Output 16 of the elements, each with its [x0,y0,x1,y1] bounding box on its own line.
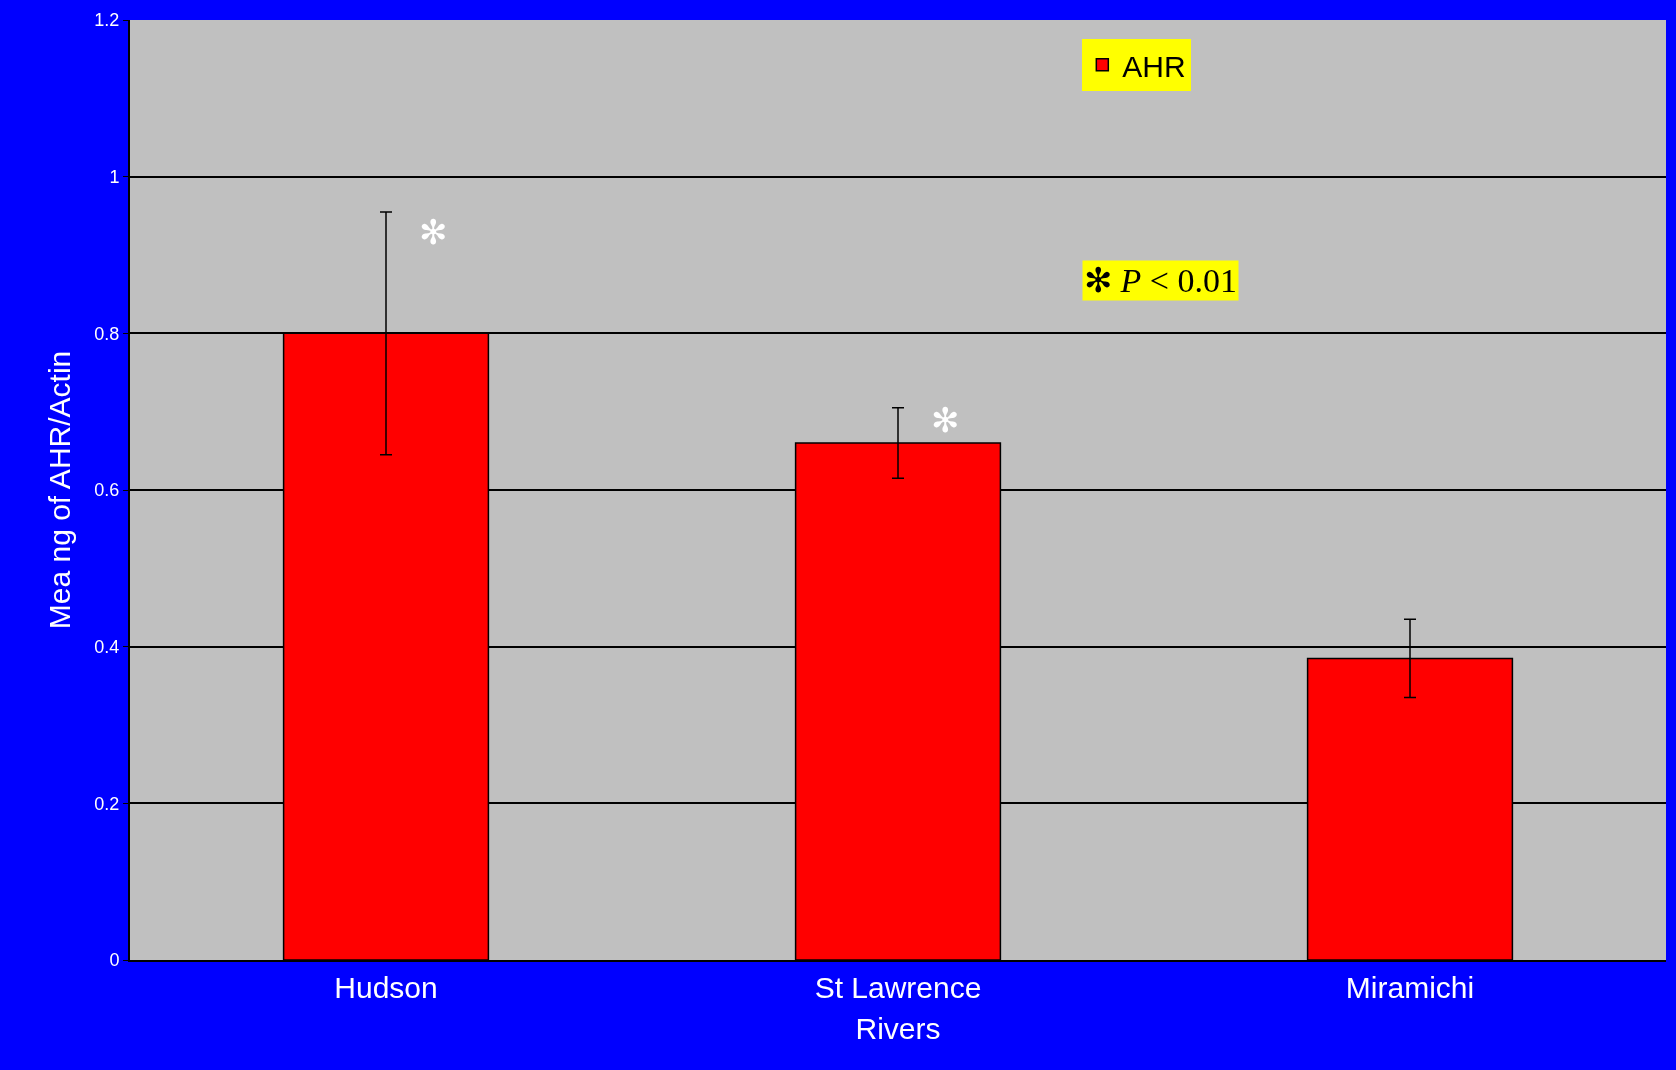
annotation: ✻ [419,213,447,251]
legend-label: AHR [1122,49,1186,83]
y-tick-label: 1 [109,166,120,187]
y-tick-label: 0.2 [94,793,120,814]
x-tick-label: St Lawrence [814,971,982,1004]
y-tick-label: 0.8 [94,323,120,344]
y-tick-label: 1.2 [94,10,120,31]
x-tick-label: Hudson [334,971,438,1004]
y-tick-label: 0.4 [94,636,120,657]
x-axis-title: Rivers [855,1012,941,1045]
y-tick-label: 0.6 [94,480,120,501]
annotation: ✻ [931,401,959,439]
y-tick-label: 0 [109,950,120,971]
y-axis-title: Mea ng of AHR/Actin [42,350,76,630]
x-tick-label: Miramichi [1345,971,1475,1004]
annotation: ✻ P < 0.01 [1084,262,1237,299]
